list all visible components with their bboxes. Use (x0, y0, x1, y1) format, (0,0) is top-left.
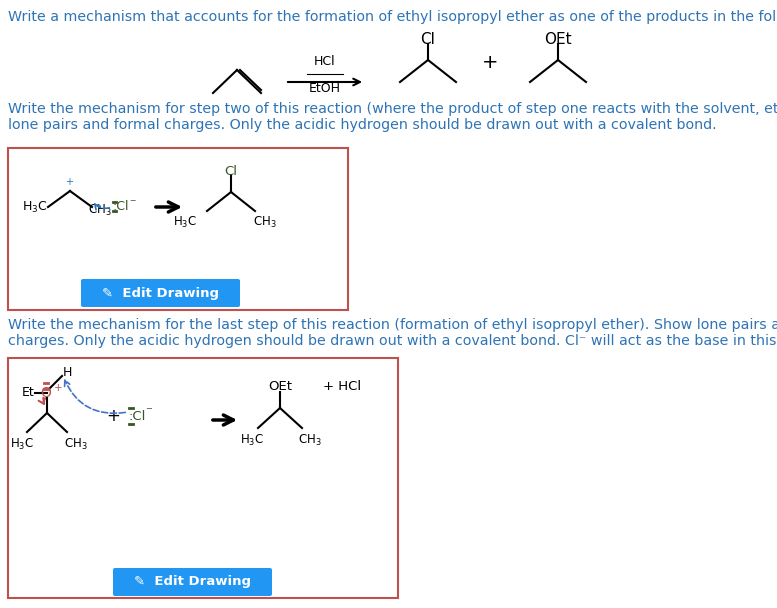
Text: + HCl: + HCl (323, 379, 361, 393)
Text: Et: Et (22, 387, 35, 399)
Text: Cl: Cl (225, 165, 238, 178)
Text: +: + (65, 177, 73, 187)
FancyBboxPatch shape (113, 568, 272, 596)
Text: CH$_3$: CH$_3$ (64, 437, 88, 452)
Text: :Cl: :Cl (112, 201, 128, 213)
Text: CH$_3$: CH$_3$ (298, 433, 322, 448)
Text: ✎  Edit Drawing: ✎ Edit Drawing (102, 286, 219, 300)
Text: H$_3$C: H$_3$C (173, 215, 197, 230)
Text: charges. Only the acidic hydrogen should be drawn out with a covalent bond. Cl⁻ : charges. Only the acidic hydrogen should… (8, 334, 777, 348)
Text: :Cl: :Cl (128, 410, 145, 423)
Text: $^-$: $^-$ (144, 404, 154, 418)
Text: OEt: OEt (268, 380, 292, 393)
Text: HCl: HCl (314, 55, 336, 68)
FancyBboxPatch shape (81, 279, 240, 307)
Text: CH$_3$: CH$_3$ (88, 202, 112, 218)
Text: +: + (106, 407, 120, 425)
Text: Write the mechanism for the last step of this reaction (formation of ethyl isopr: Write the mechanism for the last step of… (8, 318, 777, 332)
Text: +: + (54, 383, 63, 393)
Text: H$_3$C: H$_3$C (22, 199, 47, 215)
Text: +: + (482, 52, 498, 72)
Text: EtOH: EtOH (309, 82, 341, 95)
Bar (8, 148, 348, 310)
Text: CH$_3$: CH$_3$ (253, 215, 277, 230)
Text: Write the mechanism for step two of this reaction (where the product of step one: Write the mechanism for step two of this… (8, 102, 777, 116)
Text: H$_3$C: H$_3$C (10, 437, 34, 452)
Text: $^-$: $^-$ (128, 198, 138, 208)
Text: lone pairs and formal charges. Only the acidic hydrogen should be drawn out with: lone pairs and formal charges. Only the … (8, 118, 716, 132)
Text: H: H (63, 367, 72, 379)
Text: H$_3$C: H$_3$C (240, 433, 264, 448)
Text: O: O (40, 386, 51, 400)
Text: OEt: OEt (544, 32, 572, 47)
Text: Cl: Cl (420, 32, 435, 47)
Text: ✎  Edit Drawing: ✎ Edit Drawing (134, 576, 251, 589)
Bar (8, 358, 398, 598)
Text: Write a mechanism that accounts for the formation of ethyl isopropyl ether as on: Write a mechanism that accounts for the … (8, 10, 777, 24)
